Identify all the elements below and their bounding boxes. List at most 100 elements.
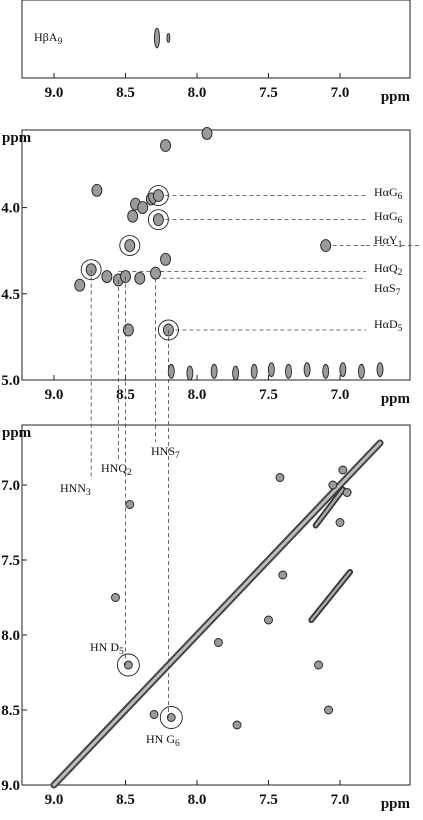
bot-peak	[149, 710, 159, 719]
mid-annotation-label: HαG6	[374, 185, 403, 202]
mid-peak	[201, 126, 213, 140]
bot-peak	[275, 473, 285, 482]
alpha-region-panel: 9.0 8.5 8.0 7.5 7.0 ppm 4.0 4.5 5.0 ppm HαG6 HαG6 Hα…	[1, 126, 420, 407]
top-x-tick-label: 7.5	[259, 85, 278, 101]
mid-y-unit-label: ppm	[2, 130, 32, 146]
mid-peak	[303, 362, 311, 378]
bot-peak	[314, 660, 323, 670]
bot-peak-circle	[116, 653, 140, 677]
mid-peak	[122, 323, 134, 337]
top-x-tick-label: 9.0	[45, 85, 64, 101]
top-x-tick-label: 8.0	[188, 85, 207, 101]
mid-peak-circle	[147, 209, 169, 231]
mid-peak	[150, 266, 161, 280]
mid-x-tick-label: 8.0	[188, 387, 207, 403]
amide-region-panel: 9.0 8.5 8.0 7.5 7.0 ppm 7.0 7.5 8.0 8.5 9.0 ppm HNN3…	[1, 424, 411, 812]
bot-ridge-core	[314, 488, 345, 527]
bot-x-tick-label: 7.0	[331, 792, 350, 808]
mid-y-tick-label: 4.5	[1, 287, 20, 303]
bot-x-tick-label: 9.0	[45, 792, 64, 808]
mid-x-tick-label: 7.5	[259, 387, 278, 403]
mid-annotation-label: HαQ2	[374, 261, 403, 278]
bot-x-tick-label: 8.0	[188, 792, 207, 808]
top-x-tick-label: 8.5	[116, 85, 135, 101]
mid-peak	[160, 139, 171, 152]
bot-x-tick-label: 8.5	[116, 792, 135, 808]
top-frame	[21, 0, 411, 79]
bot-y-tick-label: 9.0	[1, 778, 20, 794]
mid-peak	[339, 362, 347, 378]
top-x-tick-label: 7.0	[331, 85, 350, 101]
mid-annotation-label: HαD5	[374, 317, 403, 334]
mid-peak	[285, 363, 292, 379]
mid-peak	[91, 183, 103, 197]
mid-peak-circle	[119, 235, 141, 256]
bot-peak-circle	[159, 706, 183, 729]
bot-y-unit-label: ppm	[2, 425, 32, 441]
bot-y-tick-label: 8.5	[1, 703, 20, 719]
bot-peak	[338, 465, 348, 475]
top-annotation-hba9: HβA9	[34, 30, 62, 47]
mid-annotation-label: HαG6	[374, 209, 403, 226]
mid-peak	[376, 362, 384, 378]
mid-peak	[160, 252, 171, 266]
bot-y-tick-label: 8.0	[1, 628, 20, 644]
mid-peak	[186, 365, 194, 381]
bot-peak	[342, 488, 352, 497]
top-peak	[153, 27, 160, 49]
mid-y-tick-label: 4.0	[1, 201, 20, 217]
mid-x-tick-label: 7.0	[331, 387, 350, 403]
bot-peak	[111, 593, 120, 602]
bot-diagonal-core	[52, 441, 382, 787]
bot-ridge-core	[310, 570, 352, 622]
mid-peak	[124, 239, 136, 252]
mid-x-unit-label: ppm	[381, 391, 411, 407]
bot-y-tick-label: 7.5	[1, 553, 20, 569]
bot-peak	[125, 500, 135, 509]
bot-annotation-hnn3: HNN3	[60, 481, 91, 498]
mid-peak	[167, 363, 175, 379]
mid-x-tick-label: 8.5	[116, 387, 135, 403]
mid-annotation-label: HαY1	[374, 233, 403, 250]
bot-peak	[324, 705, 334, 715]
bot-y-tick-label: 7.0	[1, 478, 20, 494]
bot-peak	[232, 720, 242, 730]
mid-peak	[267, 362, 275, 378]
bot-peak	[123, 660, 133, 670]
bot-x-tick-label: 7.5	[259, 792, 278, 808]
mid-y-tick-label: 5.0	[1, 373, 20, 389]
bot-annotation-hns7: HNS7	[151, 444, 180, 461]
mid-x-tick-label: 9.0	[45, 387, 64, 403]
mid-peak	[101, 270, 113, 284]
mid-frame	[21, 129, 411, 381]
mid-peak	[134, 271, 146, 285]
mid-peak	[322, 363, 330, 379]
mid-peak	[152, 189, 164, 202]
bot-peak	[278, 570, 288, 580]
bot-x-unit-label: ppm	[381, 796, 411, 812]
mid-peak-circle	[147, 185, 169, 206]
mid-annotation-label: HαS7	[374, 281, 401, 298]
top-peak	[166, 33, 171, 43]
bot-peak	[213, 638, 223, 647]
bot-frame	[21, 424, 411, 786]
vertical-connectors	[90, 269, 169, 718]
mid-peak	[210, 363, 218, 379]
mid-peak	[74, 278, 86, 292]
bot-peak	[166, 713, 176, 722]
mid-peak	[358, 363, 365, 379]
mid-peak	[152, 213, 164, 227]
bot-annotation-hnq2: HNQ2	[101, 461, 132, 478]
mid-peak	[137, 201, 149, 215]
top-1d-panel: 9.0 8.5 8.0 7.5 7.0 ppm HβA9	[21, 0, 411, 105]
bot-peak	[335, 518, 345, 527]
top-x-unit-label: ppm	[381, 89, 411, 105]
mid-peak	[320, 239, 332, 252]
bot-annotation-hng6: HN G6	[146, 732, 180, 749]
bot-peak	[264, 615, 273, 625]
mid-peak	[250, 363, 258, 379]
mid-peak	[127, 209, 139, 223]
mid-peak	[232, 365, 240, 381]
bot-peak	[328, 480, 338, 490]
